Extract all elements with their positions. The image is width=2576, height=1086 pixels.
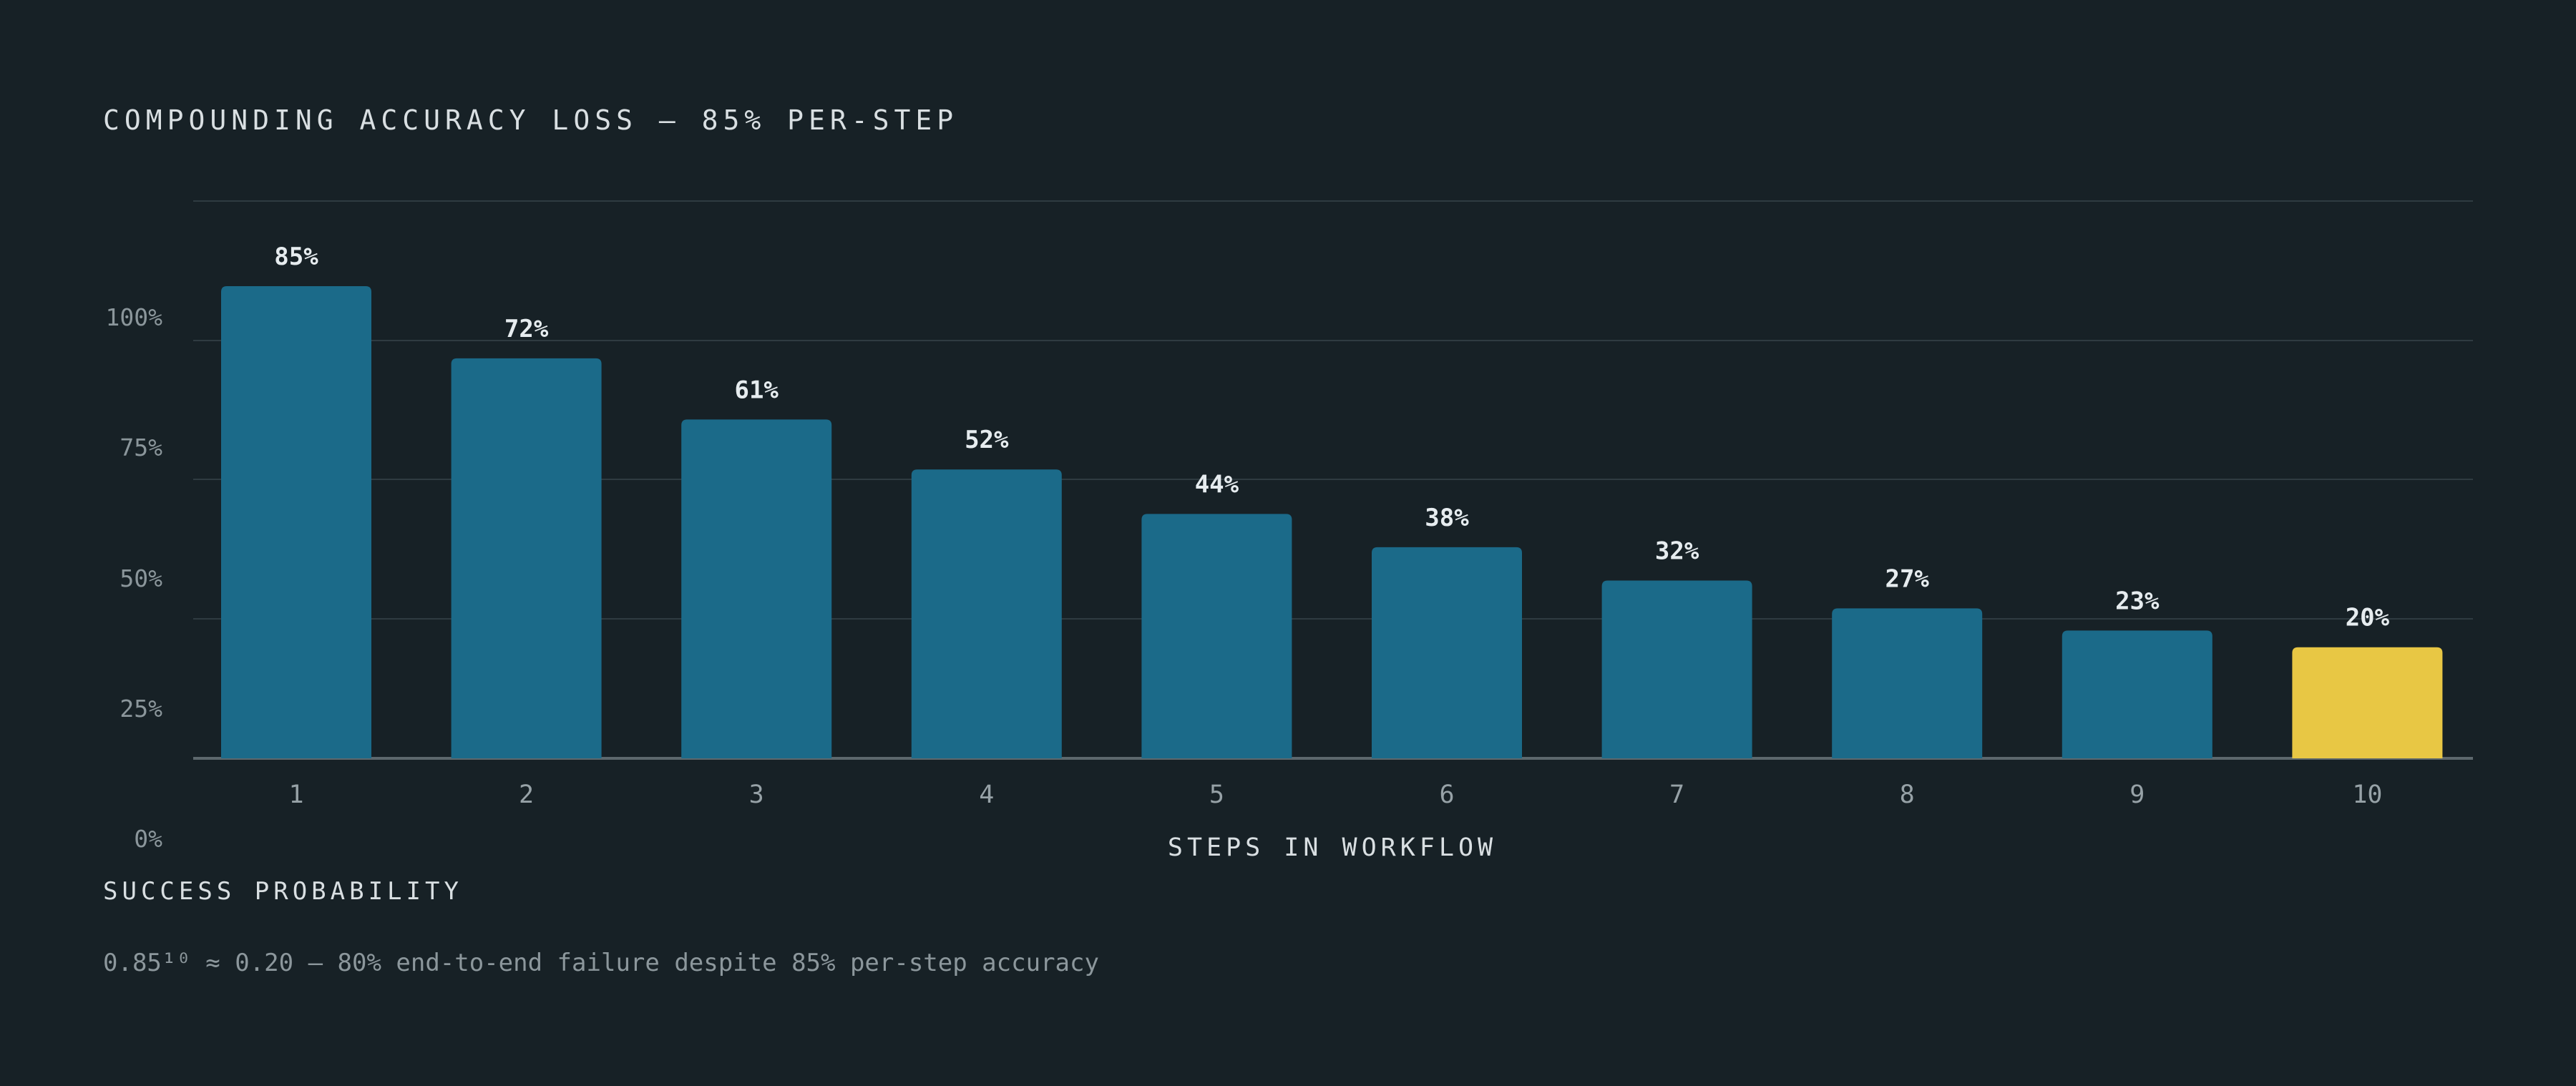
- chart-footnote: 0.85¹⁰ ≈ 0.20 — 80% end-to-end failure d…: [103, 949, 1099, 977]
- bar-step-7: [1601, 580, 1752, 758]
- data-label-step-2: 72%: [504, 315, 549, 343]
- data-label-step-8: 27%: [1885, 564, 1929, 593]
- data-label-step-4: 52%: [965, 426, 1009, 454]
- y-tick-label: 0%: [134, 825, 162, 853]
- data-label-step-6: 38%: [1425, 504, 1469, 532]
- data-label-step-9: 23%: [2115, 587, 2160, 615]
- chart-title: COMPOUNDING ACCURACY LOSS — 85% PER-STEP: [103, 104, 959, 136]
- bar-step-9: [2062, 630, 2212, 758]
- x-tick-label: 1: [288, 781, 303, 809]
- data-label-step-5: 44%: [1195, 470, 1239, 499]
- x-tick-label: 9: [2129, 781, 2145, 809]
- y-tick-label: 100%: [106, 303, 163, 331]
- bar-step-3: [681, 419, 832, 758]
- x-axis-label: STEPS IN WORKFLOW: [1168, 833, 1497, 862]
- bar-step-2: [451, 358, 602, 758]
- y-tick-label: 75%: [119, 434, 162, 461]
- bars: [221, 285, 2443, 759]
- x-tick-label: 10: [2352, 781, 2382, 809]
- x-tick-label: 8: [1900, 781, 1915, 809]
- x-tick-label: 5: [1209, 781, 1224, 809]
- x-tick-label: 7: [1669, 781, 1684, 809]
- bar-step-8: [1832, 608, 1983, 758]
- y-axis-ticks: 0% 25% 50% 75% 100%: [106, 303, 163, 853]
- data-label-step-7: 32%: [1655, 537, 1699, 566]
- data-label-step-10: 20%: [2346, 604, 2390, 632]
- x-tick-label: 4: [979, 781, 994, 809]
- bar-labels: 85% 72% 61% 52% 44% 38% 32% 27% 23% 20%: [274, 243, 2389, 632]
- x-tick-label: 2: [519, 781, 534, 809]
- y-tick-label: 25%: [119, 695, 162, 723]
- data-label-step-3: 61%: [734, 376, 779, 404]
- bar-step-6: [1372, 547, 1522, 758]
- y-axis-label: SUCCESS PROBABILITY: [103, 877, 463, 906]
- bar-step-1: [221, 285, 371, 759]
- x-axis-ticks: 1 2 3 4 5 6 7 8 9 10: [288, 781, 2382, 809]
- bar-step-4: [911, 469, 1062, 758]
- data-label-step-1: 85%: [274, 243, 318, 271]
- bar-step-5: [1141, 514, 1292, 758]
- x-tick-label: 3: [749, 781, 764, 809]
- bar-step-10: [2292, 647, 2443, 758]
- y-tick-label: 50%: [119, 564, 162, 592]
- x-tick-label: 6: [1439, 781, 1454, 809]
